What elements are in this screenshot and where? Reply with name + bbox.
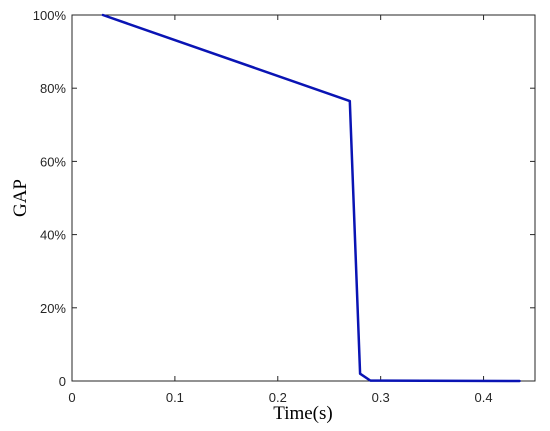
y-tick-label: 80% xyxy=(40,81,66,96)
x-tick-label: 0.1 xyxy=(166,390,184,405)
y-tick-label: 100% xyxy=(33,8,67,23)
y-tick-label: 20% xyxy=(40,301,66,316)
y-tick-label: 0 xyxy=(59,374,66,389)
plot-area xyxy=(71,14,536,382)
x-tick-label: 0.4 xyxy=(475,390,493,405)
x-axis-ticks: 0 0.1 0.2 0.3 0.4 xyxy=(68,15,493,405)
series-line-0 xyxy=(101,13,521,383)
x-tick-label: 0 xyxy=(68,390,75,405)
y-axis-ticks: 0 20% 40% 60% 80% 100% xyxy=(33,8,535,389)
y-tick-label: 60% xyxy=(40,154,66,169)
y-axis-title: GAP xyxy=(10,179,31,217)
y-tick-label: 40% xyxy=(40,228,66,243)
x-tick-label: 0.2 xyxy=(269,390,287,405)
x-tick-label: 0.3 xyxy=(372,390,390,405)
series-layer xyxy=(101,13,521,383)
x-axis-title: Time(s) xyxy=(273,403,332,424)
